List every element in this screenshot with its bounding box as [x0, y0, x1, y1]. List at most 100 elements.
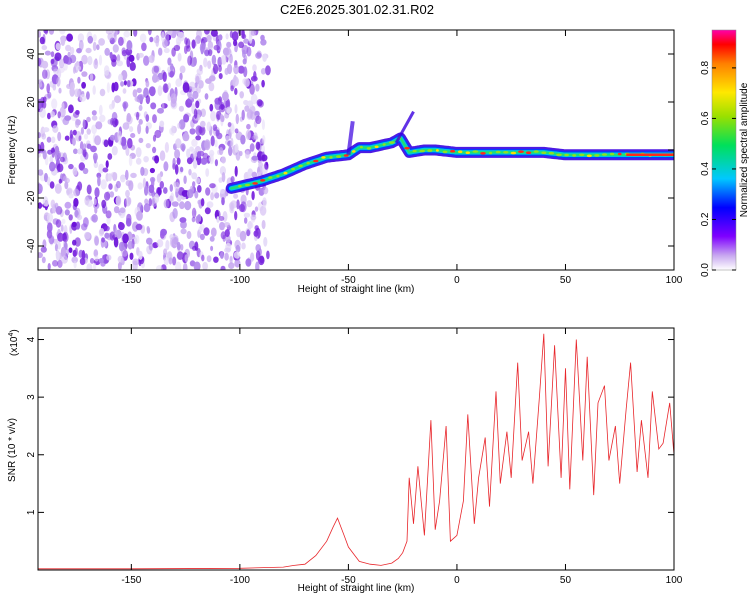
- noise-speck: [101, 237, 106, 243]
- trace-hotspot: [518, 150, 524, 153]
- noise-speck: [137, 94, 145, 101]
- noise-speck: [234, 128, 239, 134]
- noise-speck: [94, 135, 101, 146]
- noise-speck: [241, 30, 245, 39]
- colorbar-tick-label: 0.8: [700, 61, 711, 75]
- noise-speck: [118, 222, 125, 231]
- noise-speck: [207, 41, 214, 50]
- noise-speck: [229, 124, 235, 135]
- noise-speck: [189, 81, 196, 90]
- noise-speck: [251, 155, 259, 161]
- noise-speck: [224, 252, 229, 261]
- noise-speck: [92, 152, 98, 162]
- noise-speck: [68, 163, 74, 170]
- noise-speck: [163, 199, 170, 209]
- noise-speck: [264, 161, 269, 170]
- trace-hotspot: [268, 176, 273, 179]
- trace-hotspot: [252, 182, 258, 185]
- noise-speck: [225, 135, 231, 141]
- noise-speck: [210, 192, 215, 201]
- noise-speck: [79, 94, 87, 102]
- noise-speck: [172, 256, 177, 266]
- trace-hotspot: [579, 153, 585, 157]
- noise-speck: [249, 143, 255, 152]
- noise-speck: [104, 191, 111, 201]
- noise-speck: [182, 262, 188, 270]
- noise-speck: [187, 55, 193, 66]
- noise-speck: [199, 42, 205, 53]
- noise-speck: [141, 42, 147, 52]
- noise-speck: [218, 65, 222, 72]
- noise-speck: [110, 117, 114, 126]
- noise-speck: [44, 50, 52, 56]
- noise-speck: [195, 100, 200, 109]
- noise-speck: [148, 198, 153, 207]
- noise-speck: [139, 33, 147, 43]
- noise-speck: [184, 254, 189, 263]
- noise-speck: [57, 259, 63, 268]
- noise-speck: [94, 236, 99, 246]
- noise-speck: [255, 115, 262, 125]
- noise-speck: [44, 30, 49, 35]
- snr-ytick-label: 3: [26, 394, 37, 400]
- noise-speck: [155, 37, 159, 47]
- noise-speck: [148, 55, 155, 63]
- noise-speck: [86, 184, 92, 195]
- noise-speck: [70, 82, 75, 90]
- noise-speck: [110, 171, 118, 178]
- noise-speck: [51, 136, 56, 144]
- noise-speck: [128, 155, 133, 167]
- noise-speck: [208, 82, 215, 92]
- noise-speck: [245, 150, 250, 159]
- noise-speck: [204, 93, 209, 100]
- noise-speck: [125, 218, 132, 227]
- noise-speck: [85, 47, 92, 54]
- noise-speck: [234, 259, 241, 268]
- noise-speck: [39, 107, 46, 119]
- noise-speck: [138, 137, 144, 144]
- noise-speck: [218, 34, 223, 41]
- noise-speck: [101, 199, 107, 209]
- noise-speck: [226, 107, 231, 114]
- noise-speck: [113, 206, 120, 214]
- noise-speck: [73, 260, 77, 269]
- noise-speck: [260, 39, 267, 46]
- noise-speck: [143, 203, 151, 213]
- snr-xlabel: Height of straight line (km): [298, 583, 415, 594]
- noise-speck: [94, 255, 99, 262]
- noise-speck: [262, 135, 266, 145]
- noise-speck: [228, 262, 235, 269]
- noise-speck: [98, 104, 103, 116]
- noise-speck: [250, 252, 255, 262]
- noise-speck: [113, 32, 117, 43]
- noise-speck: [262, 197, 267, 208]
- spectrogram-xlabel: Height of straight line (km): [298, 284, 415, 295]
- noise-speck: [62, 175, 68, 182]
- noise-speck: [111, 111, 118, 122]
- noise-speck: [97, 175, 101, 187]
- trace-hotspot: [435, 149, 439, 152]
- noise-speck: [187, 96, 195, 104]
- noise-speck: [82, 148, 87, 158]
- noise-speck: [195, 75, 200, 85]
- trace-hotspot: [609, 152, 615, 156]
- noise-speck: [233, 39, 238, 47]
- noise-speck: [242, 58, 247, 65]
- noise-speck: [86, 143, 92, 149]
- noise-speck: [169, 237, 177, 248]
- noise-speck: [266, 250, 270, 260]
- noise-speck: [104, 232, 110, 239]
- noise-speck: [251, 171, 258, 178]
- noise-speck: [170, 93, 177, 104]
- noise-speck: [44, 172, 48, 183]
- spectrogram-xtick-label: -150: [121, 275, 141, 286]
- noise-speck: [246, 123, 251, 130]
- trace-hotspot: [306, 161, 310, 165]
- noise-speck: [61, 255, 68, 264]
- noise-speck: [188, 93, 193, 100]
- noise-speck: [261, 119, 265, 130]
- noise-speck: [159, 120, 165, 128]
- noise-speck: [203, 227, 210, 236]
- noise-speck: [162, 71, 167, 83]
- noise-speck: [253, 230, 259, 237]
